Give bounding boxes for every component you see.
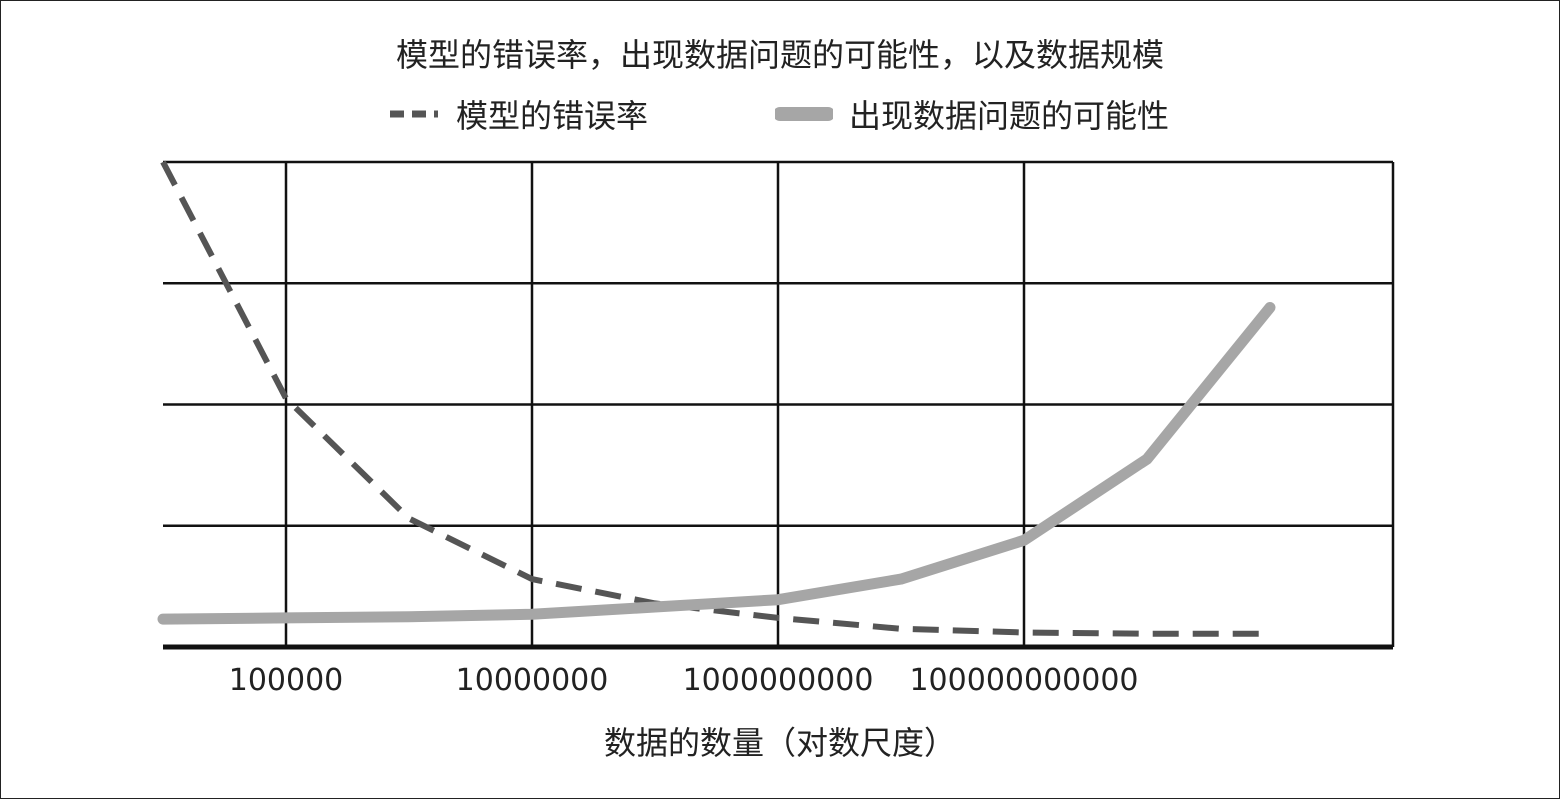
series-line-0 bbox=[160, 160, 1270, 637]
x-tick-label: 1000000000 bbox=[683, 663, 874, 698]
legend-swatch-solid bbox=[775, 107, 833, 121]
series-line-1 bbox=[157, 302, 1276, 625]
legend-item-data-problem: 出现数据问题的可能性 bbox=[775, 92, 1169, 136]
legend-label-error-rate: 模型的错误率 bbox=[456, 97, 649, 135]
x-tick-label: 10000000 bbox=[456, 663, 609, 698]
x-tick-label: 100000 bbox=[229, 663, 344, 698]
legend-label-data-problem: 出现数据问题的可能性 bbox=[849, 97, 1170, 135]
chart-title: 模型的错误率，出现数据问题的可能性，以及数据规模 bbox=[395, 36, 1164, 74]
legend-swatch-dashed bbox=[390, 110, 438, 118]
legend-item-error-rate: 模型的错误率 bbox=[388, 92, 648, 136]
x-tick-label: 100000000000 bbox=[909, 663, 1138, 698]
x-axis-label: 数据的数量（对数尺度） bbox=[603, 724, 956, 762]
